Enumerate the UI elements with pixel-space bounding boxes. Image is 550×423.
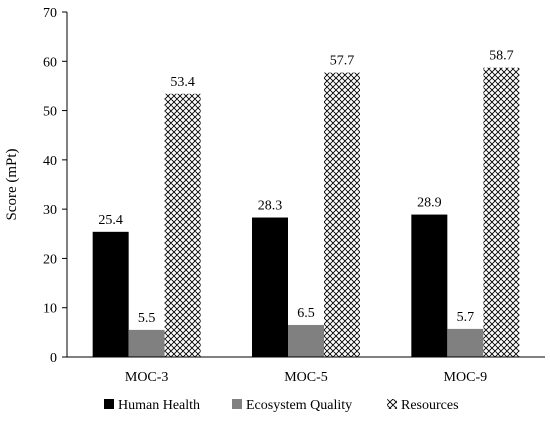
bar-resources-moc-5 bbox=[324, 72, 360, 357]
legend-swatch bbox=[232, 399, 242, 409]
y-axis-title: Score (mPt) bbox=[4, 148, 20, 220]
data-label: 5.5 bbox=[138, 311, 156, 326]
bar-resources-moc-3 bbox=[164, 93, 201, 358]
data-label: 53.4 bbox=[170, 75, 195, 90]
bar-ecosystem-quality-moc-5 bbox=[288, 324, 324, 357]
bars bbox=[92, 67, 520, 358]
y-tick-label: 30 bbox=[43, 203, 57, 218]
bar-human-health-moc-9 bbox=[411, 214, 448, 357]
y-tick-label: 50 bbox=[43, 105, 57, 120]
data-label: 28.9 bbox=[417, 196, 442, 211]
y-tick-label: 20 bbox=[43, 252, 57, 267]
y-tick-label: 60 bbox=[43, 55, 57, 70]
bar-human-health-moc-5 bbox=[252, 217, 288, 357]
data-label: 25.4 bbox=[98, 213, 123, 228]
x-category-label: MOC-9 bbox=[444, 370, 488, 385]
legend-swatch bbox=[104, 399, 114, 409]
legend-label: Human Health bbox=[118, 398, 200, 413]
data-labels: 25.4 5.5 53.4 28.3 6.5 57.7 28.9 5.7 58.7 bbox=[98, 49, 513, 326]
data-label: 6.5 bbox=[297, 306, 315, 321]
y-tick-label: 70 bbox=[43, 6, 57, 21]
y-tick-label: 0 bbox=[50, 351, 57, 366]
legend: Human Health Ecosystem Quality Resources bbox=[104, 398, 459, 413]
data-label: 5.7 bbox=[457, 310, 475, 325]
legend-label: Ecosystem Quality bbox=[246, 398, 352, 413]
bar-resources-moc-9 bbox=[483, 67, 520, 357]
data-label: 28.3 bbox=[258, 199, 283, 214]
y-axis-ticks: 0 10 20 30 40 50 60 70 bbox=[43, 6, 67, 366]
data-label: 57.7 bbox=[330, 54, 355, 69]
x-category-label: MOC-5 bbox=[284, 370, 328, 385]
legend-label: Resources bbox=[401, 398, 459, 413]
y-tick-label: 10 bbox=[43, 302, 57, 317]
bar-ecosystem-quality-moc-3 bbox=[128, 329, 165, 357]
legend-swatch bbox=[387, 399, 397, 409]
x-axis-categories: MOC-3 MOC-5 MOC-9 bbox=[125, 370, 487, 385]
x-category-label: MOC-3 bbox=[125, 370, 169, 385]
bar-human-health-moc-3 bbox=[92, 231, 129, 357]
y-tick-label: 40 bbox=[43, 154, 57, 169]
bar-ecosystem-quality-moc-9 bbox=[447, 328, 484, 357]
data-label: 58.7 bbox=[489, 49, 514, 64]
